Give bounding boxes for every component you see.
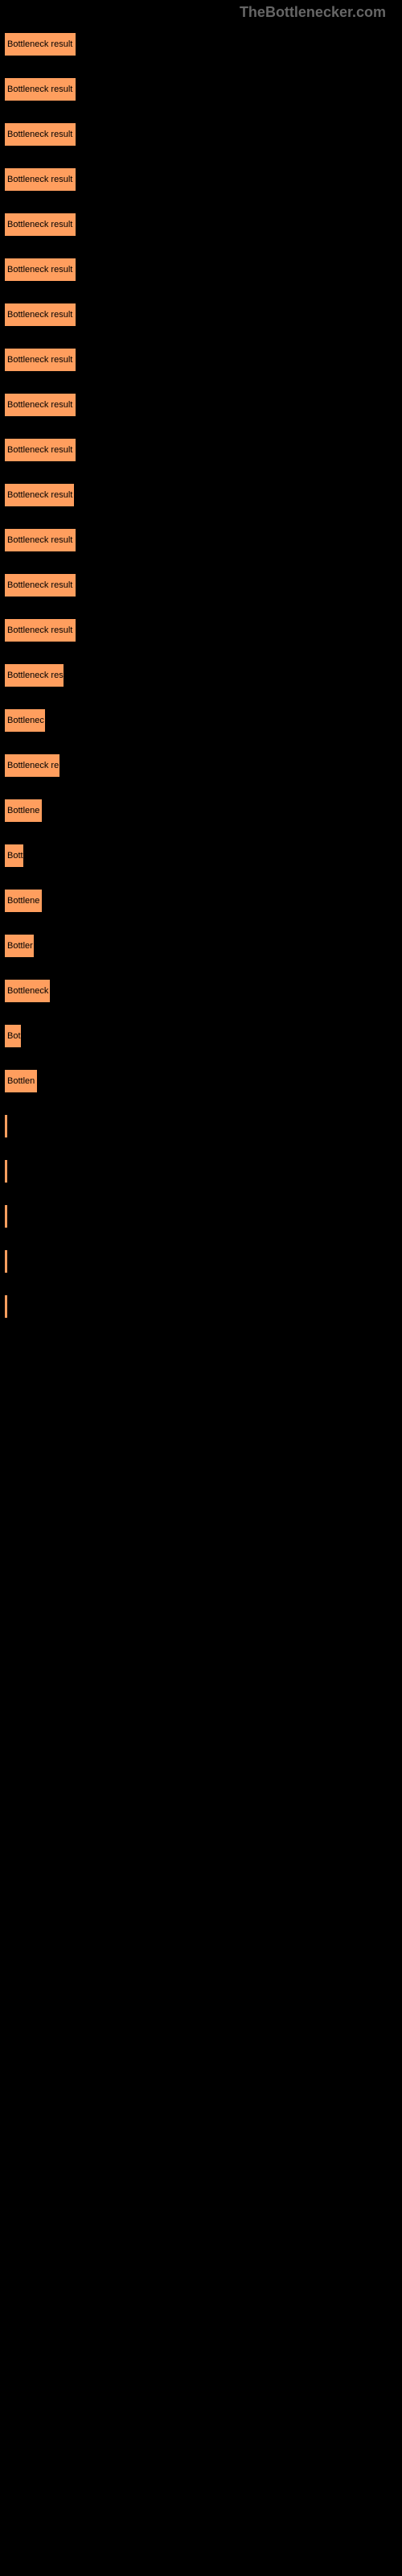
bar-label: Bottleneck result xyxy=(7,265,72,275)
bar-row: Bottlenec xyxy=(4,700,398,743)
bar-label: Bottleneck result xyxy=(7,625,72,635)
bar-row: Bottlene xyxy=(4,791,398,833)
bar-label: Bot xyxy=(7,1031,21,1041)
bar: Bottleneck result xyxy=(4,528,76,552)
bar-row: Bottlen xyxy=(4,1061,398,1104)
bar-chart: Bottleneck result Bottleneck result Bottle… xyxy=(4,24,398,1331)
bar: Bottleneck result xyxy=(4,393,76,417)
watermark: TheBottlenecker.com xyxy=(240,4,386,21)
bar-row: Bottleneck xyxy=(4,971,398,1013)
bar-row: Bottleneck result xyxy=(4,385,398,427)
bar-row xyxy=(4,1151,398,1194)
bar xyxy=(4,1294,8,1319)
bar-label: Bottleneck result xyxy=(7,310,72,320)
bar: Bottleneck result xyxy=(4,167,76,192)
bar xyxy=(4,1204,8,1228)
bar-row: Bottleneck result xyxy=(4,475,398,518)
bar-label: Bottlene xyxy=(7,806,39,815)
bar-label: Bottleneck result xyxy=(7,85,72,94)
bar xyxy=(4,1114,8,1138)
bar: Bottleneck result xyxy=(4,618,76,642)
bar: Bottleneck result xyxy=(4,348,76,372)
bar: Bottler xyxy=(4,934,35,958)
bar-row: Bottler xyxy=(4,926,398,968)
bar: Bottlene xyxy=(4,889,43,913)
bar-row xyxy=(4,1106,398,1149)
bar: Bottleneck result xyxy=(4,303,76,327)
bar: Bottleneck result xyxy=(4,213,76,237)
bar-label: Bottleneck result xyxy=(7,535,72,545)
bar-row: Bottleneck result xyxy=(4,250,398,292)
bar-label: Bottleneck result xyxy=(7,175,72,184)
bar-row: Bottleneck re xyxy=(4,745,398,788)
bar: Bottleneck result xyxy=(4,258,76,282)
bar-label: Bottleneck result xyxy=(7,490,72,500)
bar: Bottleneck res xyxy=(4,663,64,687)
bar: Bottleneck result xyxy=(4,438,76,462)
bar-row: Bottleneck result xyxy=(4,340,398,382)
bar-label: Bottleneck xyxy=(7,986,48,996)
bar: Bot xyxy=(4,1024,22,1048)
bar-row: Bottleneck result xyxy=(4,24,398,67)
bar-row xyxy=(4,1241,398,1284)
bar-label: Bottleneck re xyxy=(7,761,59,770)
bar: Bottleneck re xyxy=(4,753,60,778)
bar-label: Bottleneck result xyxy=(7,355,72,365)
bar: Bottleneck xyxy=(4,979,51,1003)
bar-row xyxy=(4,1196,398,1239)
bar-row: Bottleneck result xyxy=(4,295,398,337)
bar-label: Bottlene xyxy=(7,896,39,906)
bar: Bott xyxy=(4,844,24,868)
bar-label: Bottlen xyxy=(7,1076,35,1086)
bar-row: Bottleneck result xyxy=(4,69,398,112)
bar-label: Bottleneck result xyxy=(7,130,72,139)
bar: Bottleneck result xyxy=(4,573,76,597)
bar-row: Bottleneck result xyxy=(4,159,398,202)
bar-row: Bottleneck result xyxy=(4,430,398,473)
bar: Bottlen xyxy=(4,1069,38,1093)
bar-row xyxy=(4,1286,398,1329)
bar-row: Bott xyxy=(4,836,398,878)
bar: Bottlenec xyxy=(4,708,46,733)
bar-label: Bottler xyxy=(7,941,33,951)
bar-row: Bottlene xyxy=(4,881,398,923)
bar-row: Bottleneck res xyxy=(4,655,398,698)
bar-row: Bottleneck result xyxy=(4,114,398,157)
bar-label: Bott xyxy=(7,851,23,861)
bar-label: Bottleneck result xyxy=(7,220,72,229)
bar: Bottleneck result xyxy=(4,32,76,56)
bar xyxy=(4,1249,8,1274)
bar-label: Bottlenec xyxy=(7,716,44,725)
bar-label: Bottleneck result xyxy=(7,400,72,410)
bar-label: Bottleneck res xyxy=(7,671,64,680)
bar-label: Bottleneck result xyxy=(7,580,72,590)
bar: Bottleneck result xyxy=(4,122,76,147)
bar-label: Bottleneck result xyxy=(7,445,72,455)
bar: Bottleneck result xyxy=(4,77,76,101)
bar-row: Bottleneck result xyxy=(4,610,398,653)
bar xyxy=(4,1159,8,1183)
bar-row: Bottleneck result xyxy=(4,520,398,563)
bar: Bottleneck result xyxy=(4,483,75,507)
bar-row: Bot xyxy=(4,1016,398,1059)
bar-row: Bottleneck result xyxy=(4,565,398,608)
bar-row: Bottleneck result xyxy=(4,204,398,247)
bar-label: Bottleneck result xyxy=(7,39,72,49)
bar: Bottlene xyxy=(4,799,43,823)
